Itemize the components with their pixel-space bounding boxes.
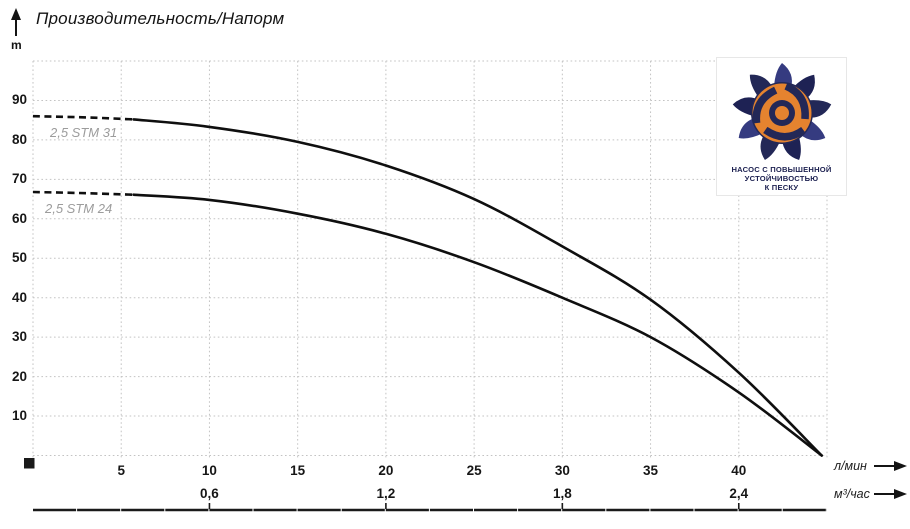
y-tick-label: 30: [11, 329, 27, 345]
curve-label-stm31: 2,5 STM 31: [50, 125, 118, 140]
x-tick-label-lmin: 30: [554, 463, 570, 478]
y-tick-label: 70: [11, 171, 27, 187]
x-tick-label-m3h: 0,6: [200, 486, 219, 501]
x-tick-label-lmin: 15: [290, 463, 306, 478]
y-tick-label: 80: [11, 131, 27, 147]
y-tick-label: 60: [11, 210, 27, 226]
x-tick-label-lmin: 35: [643, 463, 659, 478]
x-tick-label-lmin: 40: [731, 463, 747, 478]
curve-dashed-segment-0: [32, 114, 134, 121]
unit-m3h-label: м³/час: [834, 487, 870, 501]
curve-dashed-segment-1: [32, 190, 134, 196]
right-arrow-icon: [874, 461, 907, 471]
x-tick-label-lmin: 5: [117, 463, 125, 478]
sand-resistant-pump-badge: НАСОС С ПОВЫШЕННОЙ УСТОЙЧИВОСТЬЮ К ПЕСКУ: [716, 57, 847, 196]
y-tick-label: 40: [11, 289, 27, 305]
x-tick-label-lmin: 10: [201, 463, 217, 478]
up-arrow-icon: [11, 8, 21, 36]
y-tick-label: 50: [11, 250, 27, 266]
y-tick-label: 10: [11, 408, 27, 424]
x-tick-label-m3h: 2,4: [729, 486, 749, 501]
curve-2-5-stm-24: [132, 193, 823, 457]
x-axis-unit-primary: л/мин: [834, 459, 908, 473]
y-tick-label: 90: [11, 92, 27, 108]
badge-text-line2: УСТОЙЧИВОСТЬЮ: [744, 174, 819, 183]
x-axis-unit-secondary: м³/час: [834, 487, 908, 501]
unit-lmin-label: л/мин: [834, 459, 867, 473]
y-axis-unit-label: m: [11, 38, 22, 52]
x-tick-label-m3h: 1,2: [376, 486, 396, 501]
curve-2-5-stm-31: [132, 118, 823, 457]
badge-text-line1: НАСОС С ПОВЫШЕННОЙ: [731, 165, 832, 174]
x-tick-label-lmin: 20: [378, 463, 394, 478]
badge-text-line3: К ПЕСКУ: [764, 183, 799, 192]
curve-label-stm24: 2,5 STM 24: [45, 201, 113, 216]
x-tick-label-lmin: 25: [466, 463, 482, 478]
chart-title: Производительность/Напорм: [36, 9, 285, 28]
x-tick-label-m3h: 1,8: [552, 486, 572, 501]
y-tick-label: 20: [11, 368, 27, 384]
right-arrow-icon: [874, 489, 907, 499]
pump-impeller-logo-icon: [732, 63, 831, 160]
